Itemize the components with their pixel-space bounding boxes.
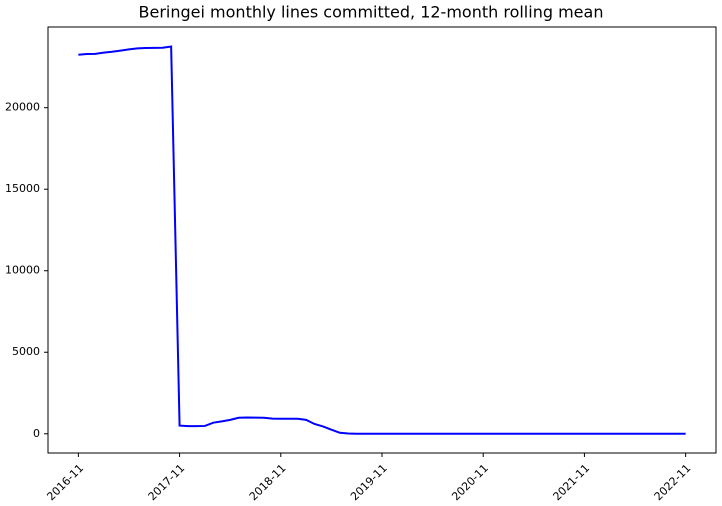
x-tick-label: 2019-11 <box>348 462 390 504</box>
y-tick-label: 20000 <box>5 101 40 114</box>
x-tick-label: 2016-11 <box>44 462 86 504</box>
x-tick-label: 2020-11 <box>449 462 491 504</box>
y-tick-label: 15000 <box>5 182 40 195</box>
y-tick-label: 10000 <box>5 264 40 277</box>
chart-title: Beringei monthly lines committed, 12-mon… <box>139 3 604 22</box>
y-tick-label: 0 <box>33 427 40 440</box>
x-tick-label: 2018-11 <box>247 462 289 504</box>
data-line <box>78 45 686 435</box>
y-tick-label: 5000 <box>12 345 40 358</box>
x-tick-label: 2017-11 <box>146 462 188 504</box>
x-tick-label: 2022-11 <box>652 462 694 504</box>
x-tick-label: 2021-11 <box>551 462 593 504</box>
plot-frame <box>47 26 717 454</box>
